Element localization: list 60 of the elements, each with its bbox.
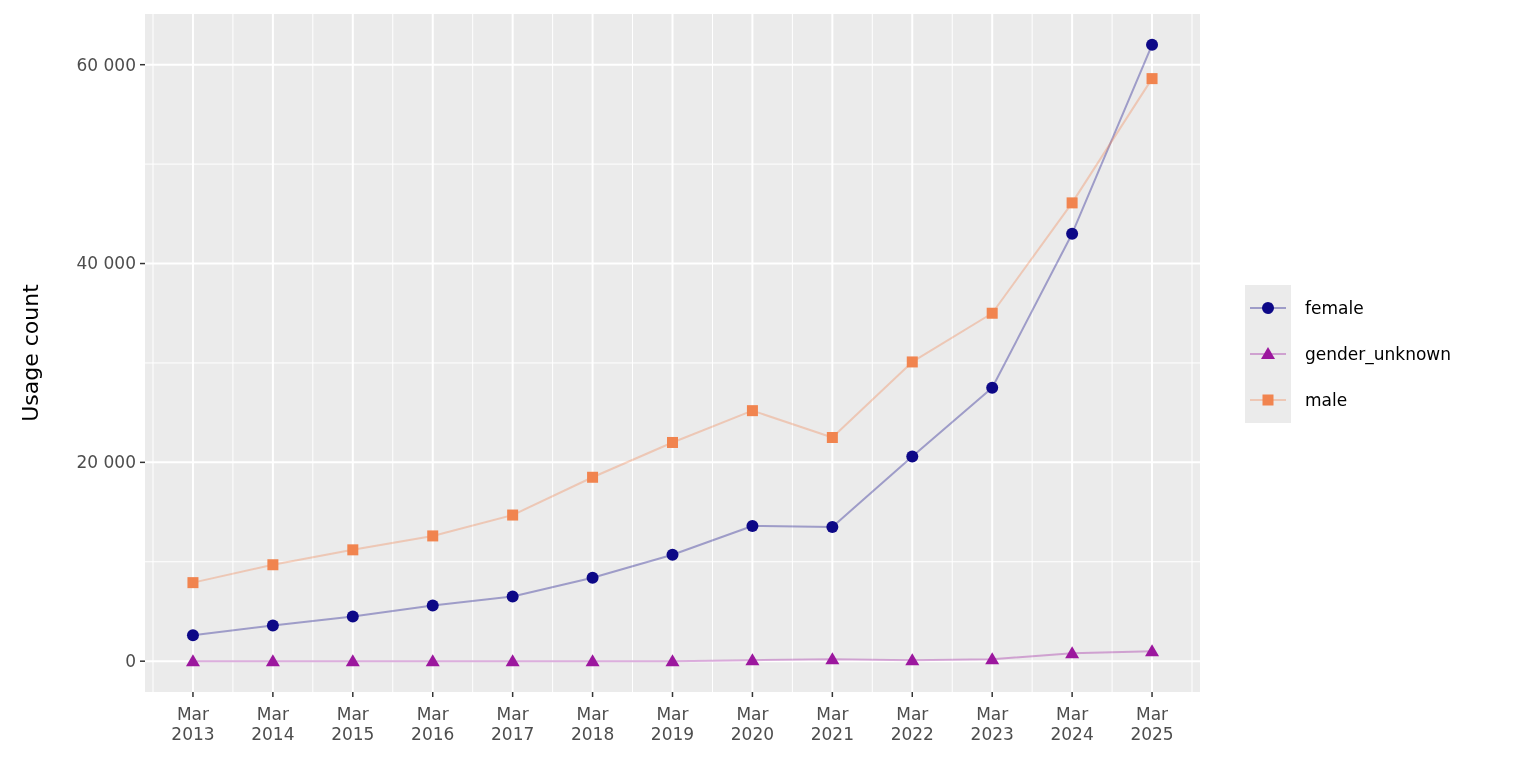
point [585, 654, 600, 667]
point [507, 509, 519, 521]
point [1146, 38, 1159, 51]
y-tick-label: 60 000 [76, 54, 136, 75]
point [265, 654, 280, 667]
point [185, 654, 200, 667]
legend-label: male [1305, 389, 1348, 410]
point [1066, 227, 1079, 240]
point [906, 450, 919, 463]
point [1145, 644, 1160, 657]
legend-label: gender_unknown [1305, 343, 1452, 365]
point [985, 652, 1000, 665]
point [986, 381, 999, 394]
point [1065, 646, 1080, 659]
x-tick-label: Mar 2017 [491, 704, 535, 744]
point [825, 652, 840, 665]
point [905, 653, 920, 666]
x-tick-label: Mar 2015 [331, 704, 375, 744]
point [667, 436, 678, 448]
point [505, 654, 520, 667]
x-tick-label: Mar 2020 [730, 704, 775, 744]
point [266, 619, 279, 632]
point [1146, 73, 1158, 85]
point [186, 629, 199, 642]
point [425, 654, 440, 667]
point [906, 356, 918, 368]
x-tick-label: Mar 2022 [890, 704, 934, 744]
x-tick-label: Mar 2014 [251, 704, 295, 744]
point [506, 590, 519, 603]
point [746, 405, 758, 417]
point [986, 307, 998, 319]
x-tick-label: Mar 2025 [1130, 704, 1174, 744]
point [665, 654, 680, 667]
point [586, 571, 599, 584]
legend-label: female [1305, 297, 1364, 318]
point [187, 577, 199, 589]
point [746, 519, 759, 532]
y-tick-label: 40 000 [76, 253, 136, 274]
point [267, 559, 279, 571]
x-tick-label: Mar 2023 [970, 704, 1014, 744]
point [346, 610, 359, 623]
point [745, 653, 760, 666]
x-tick-label: Mar 2024 [1050, 704, 1094, 744]
point [666, 548, 679, 561]
x-tick-label: Mar 2013 [171, 704, 215, 744]
x-tick-label: Mar 2019 [650, 704, 695, 744]
y-axis-title: Usage count [18, 283, 43, 422]
point [345, 654, 360, 667]
y-tick-label: 20 000 [76, 452, 136, 473]
point [826, 432, 838, 443]
x-tick-label: Mar 2018 [570, 704, 615, 744]
x-tick-label: Mar 2016 [411, 704, 455, 744]
y-tick-label: 0 [125, 651, 136, 672]
point [426, 599, 439, 612]
point [587, 471, 599, 483]
point [427, 530, 439, 542]
point [826, 520, 839, 533]
point [347, 544, 359, 556]
x-tick-label: Mar 2021 [810, 704, 854, 744]
point [1066, 197, 1078, 209]
